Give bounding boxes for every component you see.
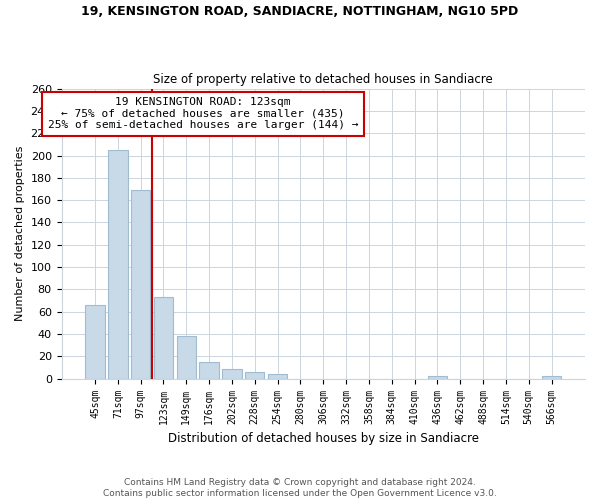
Title: Size of property relative to detached houses in Sandiacre: Size of property relative to detached ho… (154, 73, 493, 86)
Bar (245, 372, 265, 378)
Bar (222, 368, 242, 378)
Text: Contains HM Land Registry data © Crown copyright and database right 2024.
Contai: Contains HM Land Registry data © Crown c… (103, 478, 497, 498)
Bar (108, 150, 128, 378)
Bar (85, 305, 105, 378)
Bar (176, 336, 196, 378)
Y-axis label: Number of detached properties: Number of detached properties (15, 146, 25, 322)
Bar (154, 297, 173, 378)
Bar (199, 362, 219, 378)
Text: 19, KENSINGTON ROAD, SANDIACRE, NOTTINGHAM, NG10 5PD: 19, KENSINGTON ROAD, SANDIACRE, NOTTINGH… (82, 5, 518, 18)
Bar (268, 374, 287, 378)
Bar (542, 376, 561, 378)
X-axis label: Distribution of detached houses by size in Sandiacre: Distribution of detached houses by size … (168, 432, 479, 445)
Text: 19 KENSINGTON ROAD: 123sqm
← 75% of detached houses are smaller (435)
25% of sem: 19 KENSINGTON ROAD: 123sqm ← 75% of deta… (47, 98, 358, 130)
Bar (131, 190, 151, 378)
Bar (428, 376, 447, 378)
